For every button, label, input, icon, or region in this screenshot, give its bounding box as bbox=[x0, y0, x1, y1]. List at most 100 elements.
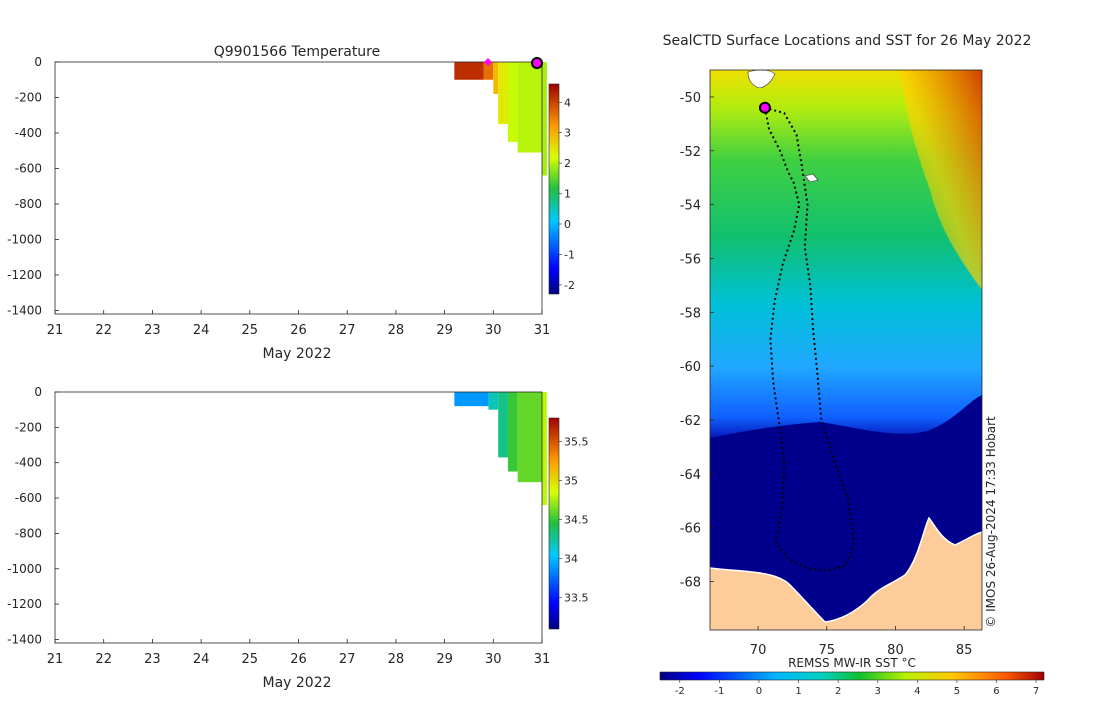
colorbar-tick-label: -2 bbox=[564, 279, 575, 292]
y-tick-label: -200 bbox=[15, 420, 42, 434]
y-tick-label: 0 bbox=[34, 55, 42, 69]
colorbar-tick-label: 35 bbox=[564, 475, 578, 488]
y-tick-label: -800 bbox=[15, 197, 42, 211]
temperature-y-ticks: 0 -200 -400 -600 -800 -1000 -1200 -1400 bbox=[7, 55, 59, 317]
heard-island bbox=[804, 173, 819, 183]
colorbar-tick-label: -1 bbox=[564, 248, 575, 261]
y-tick-label: -64 bbox=[680, 468, 701, 483]
x-tick-label: 31 bbox=[534, 323, 551, 338]
x-tick-label: 23 bbox=[144, 323, 161, 338]
x-tick-label: 28 bbox=[388, 323, 405, 338]
x-tick-label: 31 bbox=[534, 652, 551, 667]
x-tick-label: 30 bbox=[485, 652, 502, 667]
colorbar-tick-label: 34.5 bbox=[564, 514, 589, 527]
salinity-panel: 21 22 23 24 25 26 27 28 29 30 31 0 -200 -400 -600 -800… bbox=[7, 385, 588, 691]
profile-cell bbox=[483, 62, 494, 80]
x-tick-label: 24 bbox=[193, 323, 210, 338]
sst-map-x-ticks: 70 75 80 85 bbox=[750, 626, 972, 658]
colorbar-tick-label: 2 bbox=[835, 686, 841, 697]
y-tick-label: -1000 bbox=[7, 232, 42, 246]
x-tick-label: 28 bbox=[388, 652, 405, 667]
salinity-xlabel: May 2022 bbox=[262, 675, 331, 691]
x-tick-label: 27 bbox=[339, 652, 356, 667]
x-tick-label: 29 bbox=[436, 652, 453, 667]
temperature-colorbar-ticks: 4 3 2 1 0 -1 -2 bbox=[559, 96, 575, 292]
profile-cell bbox=[542, 62, 547, 176]
current-position-marker bbox=[531, 57, 543, 69]
y-tick-label: -66 bbox=[680, 522, 701, 537]
x-tick-label: 30 bbox=[485, 323, 502, 338]
y-tick-label: 0 bbox=[34, 385, 42, 399]
profile-cell bbox=[454, 62, 484, 80]
x-tick-label: 25 bbox=[242, 323, 259, 338]
x-tick-label: 22 bbox=[95, 323, 112, 338]
y-tick-label: -54 bbox=[680, 199, 701, 214]
antarctic-land bbox=[710, 518, 982, 630]
profile-cell bbox=[498, 62, 508, 125]
imos-credit: © IMOS 26-Aug-2024 17:33 Hobart bbox=[984, 416, 998, 628]
profile-cell bbox=[507, 62, 518, 142]
colorbar-tick-label: 1 bbox=[795, 686, 801, 697]
temperature-colorbar bbox=[548, 83, 560, 295]
y-tick-label: -600 bbox=[15, 161, 42, 175]
y-tick-label: -60 bbox=[680, 360, 701, 375]
profile-cell bbox=[517, 62, 542, 153]
x-tick-label: 70 bbox=[750, 643, 767, 658]
seal-current-position bbox=[758, 101, 771, 114]
colorbar-tick-label: 5 bbox=[954, 686, 960, 697]
colorbar-tick-label: 6 bbox=[993, 686, 999, 697]
y-tick-label: -58 bbox=[680, 306, 701, 321]
y-tick-label: -400 bbox=[15, 456, 42, 470]
sst-map-y-ticks: -50 -52 -54 -56 -58 -60 -62 -64 -66 -68 bbox=[680, 91, 714, 591]
colorbar-tick-label: 3 bbox=[564, 127, 571, 140]
sst-map-title: SealCTD Surface Locations and SST for 26… bbox=[663, 33, 1032, 49]
profile-cell bbox=[542, 392, 547, 506]
magenta-diamond-marker bbox=[484, 58, 492, 66]
colorbar-tick-label: 3 bbox=[875, 686, 881, 697]
y-tick-label: -200 bbox=[15, 90, 42, 104]
colorbar-tick-label: 4 bbox=[914, 686, 920, 697]
y-tick-label: -50 bbox=[680, 91, 701, 106]
profile-cell bbox=[517, 392, 542, 483]
colorbar-tick-label: 33.5 bbox=[564, 592, 589, 605]
colorbar-tick-label: 2 bbox=[564, 157, 571, 170]
y-tick-label: -600 bbox=[15, 491, 42, 505]
sst-map-axes-box bbox=[709, 69, 983, 631]
y-tick-label: -68 bbox=[680, 576, 701, 591]
x-tick-label: 23 bbox=[144, 652, 161, 667]
colorbar-tick-label: 1 bbox=[564, 188, 571, 201]
sst-colorbar bbox=[659, 671, 1045, 681]
colorbar-tick-label: 35.5 bbox=[564, 435, 589, 448]
sst-colorbar-ticks: -2 -1 0 1 2 3 4 5 6 7 bbox=[675, 680, 1039, 697]
colorbar-tick-label: 7 bbox=[1033, 686, 1039, 697]
y-tick-label: -56 bbox=[680, 252, 701, 267]
x-tick-label: 26 bbox=[290, 323, 307, 338]
x-tick-label: 29 bbox=[436, 323, 453, 338]
sst-colorbar-label: REMSS MW-IR SST °C bbox=[788, 656, 916, 670]
x-tick-label: 25 bbox=[242, 652, 259, 667]
y-tick-label: -1400 bbox=[7, 303, 42, 317]
x-tick-label: 75 bbox=[818, 643, 835, 658]
salinity-colorbar bbox=[548, 417, 560, 630]
y-tick-label: -62 bbox=[680, 414, 701, 429]
colorbar-tick-label: 0 bbox=[564, 218, 571, 231]
temperature-x-ticks: 21 22 23 24 25 26 27 28 29 30 31 bbox=[47, 310, 551, 338]
salinity-x-ticks: 21 22 23 24 25 26 27 28 29 30 31 bbox=[47, 639, 551, 667]
colorbar-tick-label: 0 bbox=[756, 686, 762, 697]
colorbar-tick-label: 4 bbox=[564, 96, 571, 109]
temperature-cells bbox=[454, 62, 547, 176]
colorbar-tick-label: -2 bbox=[675, 686, 685, 697]
colorbar-tick-label: -1 bbox=[714, 686, 724, 697]
y-tick-label: -800 bbox=[15, 526, 42, 540]
y-tick-label: -52 bbox=[680, 145, 701, 160]
profile-cell bbox=[493, 62, 499, 94]
temperature-panel: Q9901566 Temperature 21 22 23 24 25 26 27 28 29 3… bbox=[7, 44, 575, 362]
sst-map-panel: SealCTD Surface Locations and SST for 26… bbox=[659, 33, 1045, 697]
sst-warm-corner bbox=[900, 70, 982, 290]
x-tick-label: 26 bbox=[290, 652, 307, 667]
profile-cell bbox=[507, 392, 518, 472]
salinity-axes-box bbox=[54, 391, 543, 644]
y-tick-label: -400 bbox=[15, 126, 42, 140]
salinity-cells bbox=[454, 392, 547, 506]
